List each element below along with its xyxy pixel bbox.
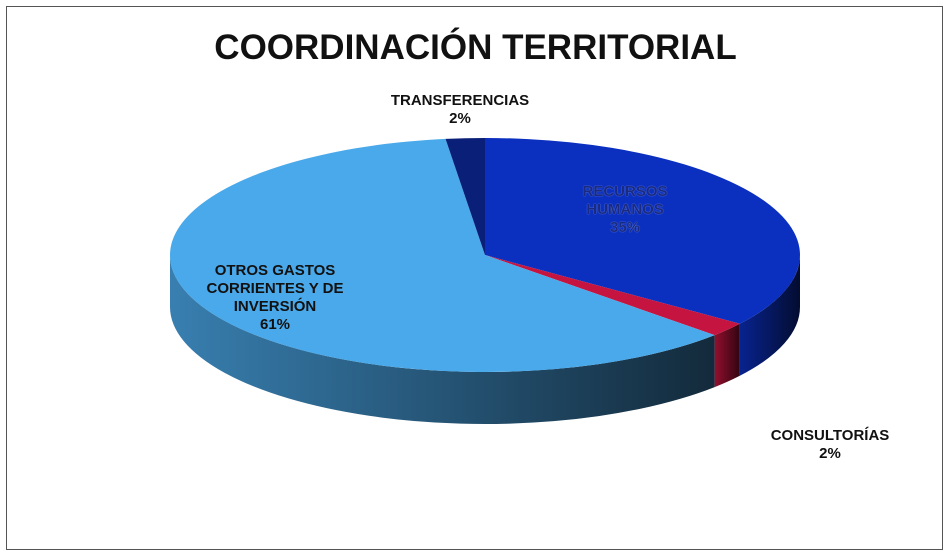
pie-slice [485, 255, 740, 336]
slice-category: TRANSFERENCIAS [390, 92, 530, 109]
slice-category: OTROS GASTOS CORRIENTES Y DE INVERSIÓN [206, 262, 344, 315]
pie-slice [169, 138, 715, 372]
pie-slice [445, 138, 485, 255]
pie-side [170, 255, 715, 424]
pie-side [714, 323, 740, 388]
data-label: TRANSFERENCIAS 2% [350, 92, 570, 128]
slice-value-label: 2% [819, 445, 841, 462]
slice-value-label: 35% [609, 219, 641, 236]
data-label: RECURSOS HUMANOS 35% [555, 183, 695, 237]
slice-value-label: 2% [449, 110, 471, 127]
pie-slice [485, 138, 800, 324]
slice-category: RECURSOS HUMANOS [582, 183, 668, 218]
chart-frame [6, 6, 943, 550]
data-label: CONSULTORÍAS 2% [740, 427, 920, 463]
slice-category: CONSULTORÍAS [770, 427, 890, 444]
slice-value-label: 61% [259, 316, 291, 333]
data-label: OTROS GASTOS CORRIENTES Y DE INVERSIÓN 61… [180, 262, 370, 334]
pie-side [739, 255, 800, 376]
chart-title: COORDINACIÓN TERRITORIAL [214, 28, 737, 67]
